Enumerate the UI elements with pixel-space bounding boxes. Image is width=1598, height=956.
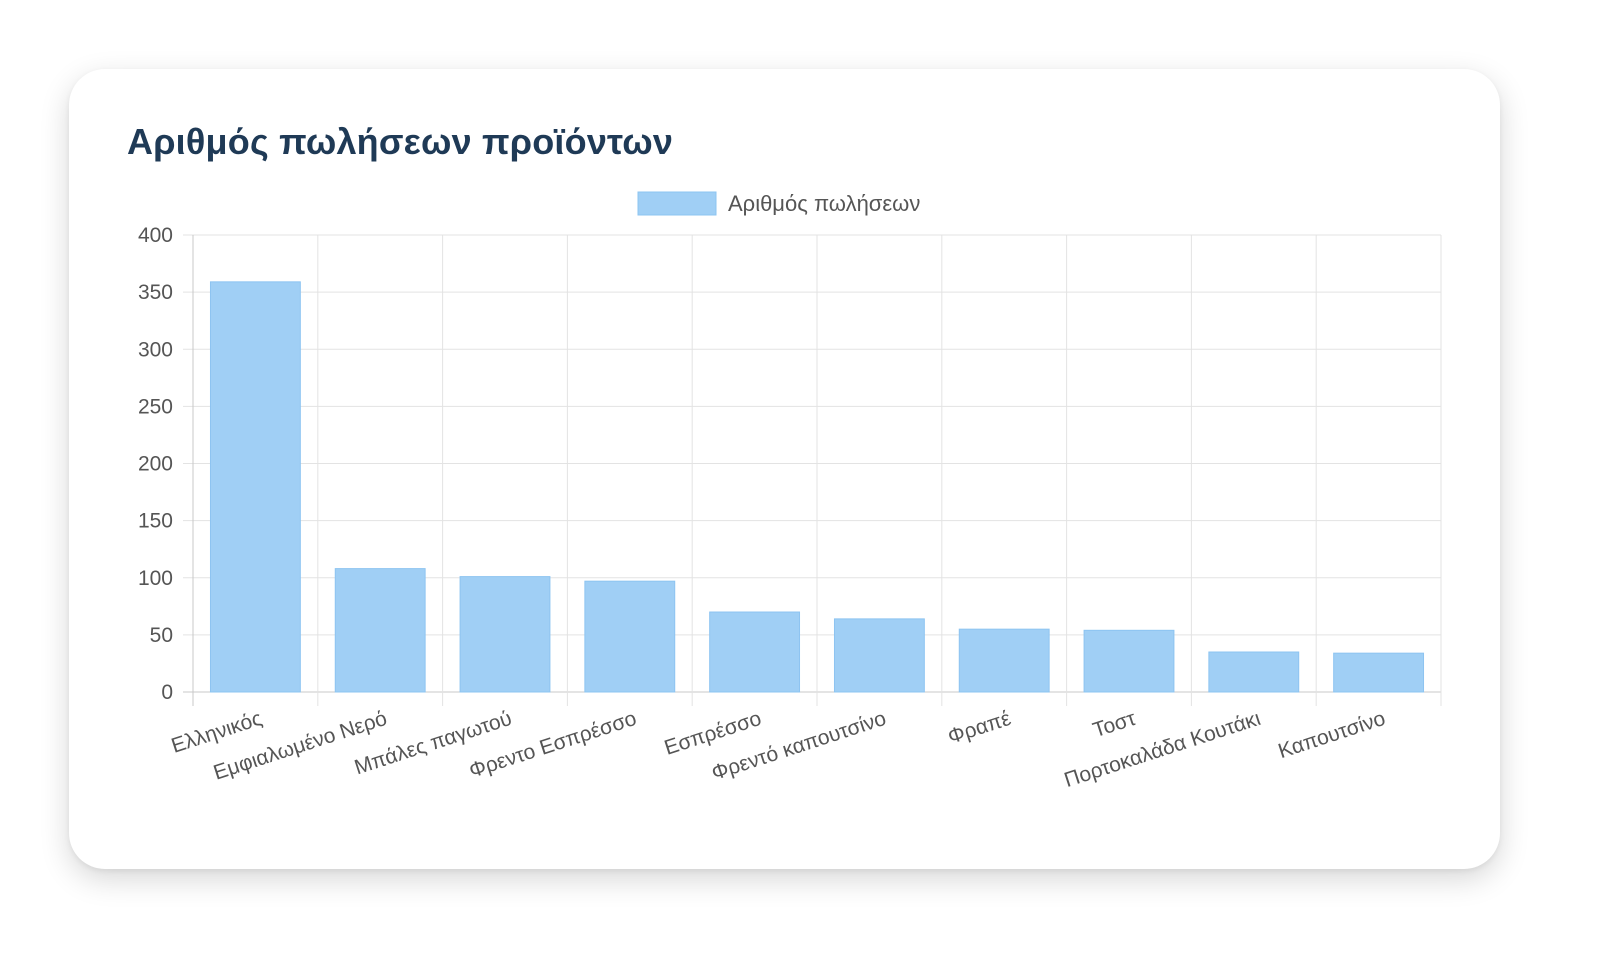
y-tick-label: 0 [161,681,173,704]
x-tick-label: Καπουτσίνο [1275,707,1388,763]
bar-5 [709,611,801,693]
bar-7 [958,628,1050,693]
bar-2 [334,568,426,693]
y-tick-label: 250 [138,395,173,418]
y-tick-label: 200 [138,453,173,476]
y-tick-label: 50 [150,624,173,647]
y-tick-label: 400 [138,224,173,247]
x-tick-label: Τοστ [1090,707,1139,743]
x-tick-label: Φραπέ [945,707,1014,749]
legend-swatch [637,191,717,216]
bar-6 [833,618,925,693]
y-tick-label: 300 [138,338,173,361]
y-tick-label: 350 [138,281,173,304]
bar-4 [584,580,676,693]
bar-chart: 050100150200250300350400ΕλληνικόςΕμφιαλω… [138,191,1442,792]
bar-10 [1333,652,1425,693]
legend-label: Αριθμός πωλήσεων [728,191,920,216]
y-tick-label: 100 [138,567,173,590]
chart-title: Αριθμός πωλήσεων προϊόντων [127,121,674,162]
chart-card: Αριθμός πωλήσεων προϊόντων 0 50 100 150 200 2… [69,69,1500,869]
bar-8 [1083,629,1175,693]
bar-3 [459,576,551,693]
bar-1 [209,281,301,693]
y-tick-label: 150 [138,510,173,533]
bar-9 [1208,651,1300,693]
